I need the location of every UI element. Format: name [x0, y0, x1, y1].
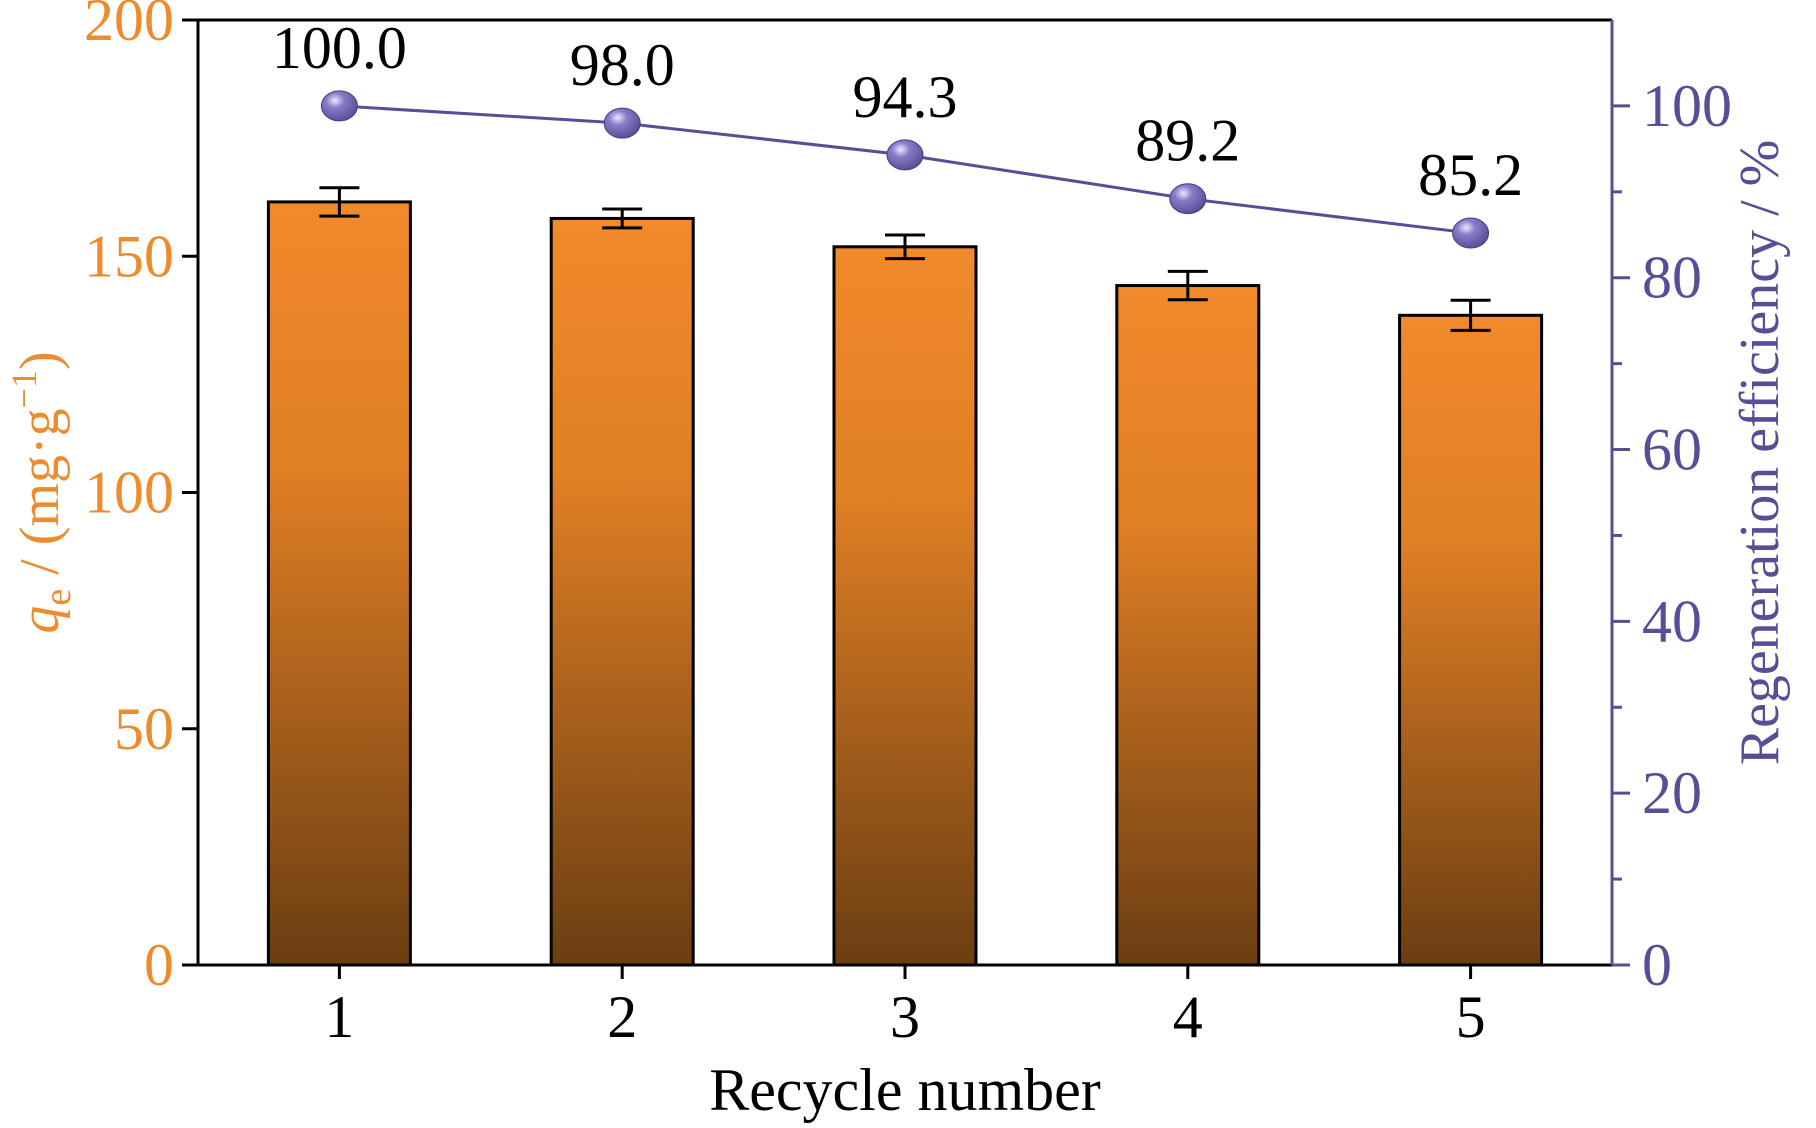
left-y-title-superscript: −1 [4, 370, 44, 408]
bars-layer [266, 200, 1544, 967]
efficiency-marker [886, 139, 924, 171]
labels-layer: 100.0 98.0 94.3 89.2 85.2 1 2 3 4 5 Recycle number… [4, 0, 1791, 1123]
left-y-tick-label: 50 [114, 696, 174, 762]
bar [1398, 313, 1544, 967]
data-label: 98.0 [570, 32, 675, 98]
data-label: 100.0 [272, 15, 407, 81]
left-y-tick-label: 200 [84, 0, 174, 53]
bar [549, 216, 695, 967]
error-bars-layer [319, 186, 1491, 332]
x-tick-label: 3 [890, 984, 920, 1050]
x-tick-label: 5 [1456, 984, 1486, 1050]
efficiency-marker [320, 90, 358, 122]
x-axis-title: Recycle number [709, 1057, 1101, 1123]
bar [832, 245, 978, 967]
left-y-title-text: / (mg·g [9, 408, 71, 588]
data-label: 89.2 [1135, 108, 1240, 174]
left-y-title-symbol: q [9, 606, 71, 634]
left-y-tick-label: 0 [144, 932, 174, 998]
right-y-tick-label: 40 [1642, 588, 1702, 654]
right-y-tick-label: 0 [1642, 932, 1672, 998]
x-tick-label: 1 [324, 984, 354, 1050]
bar [266, 200, 412, 967]
x-tick-label: 4 [1173, 984, 1203, 1050]
axes-layer [182, 18, 1630, 979]
right-y-tick-label: 20 [1642, 760, 1702, 826]
bar [1115, 284, 1261, 967]
efficiency-line-layer [320, 90, 1490, 249]
efficiency-marker [1452, 217, 1490, 249]
right-y-tick-label: 60 [1642, 417, 1702, 483]
left-y-tick-label: 150 [84, 223, 174, 289]
right-y-axis-title: Regeneration efficiency / % [1729, 140, 1791, 766]
data-label: 94.3 [853, 64, 958, 130]
left-y-axis-title: qe / (mg·g−1) [4, 351, 79, 633]
efficiency-marker [1169, 183, 1207, 215]
right-y-tick-label: 80 [1642, 245, 1702, 311]
x-tick-label: 2 [607, 984, 637, 1050]
left-y-title-subscript: e [37, 589, 79, 606]
right-y-tick-label: 100 [1642, 73, 1732, 139]
left-y-tick-label: 100 [84, 460, 174, 526]
efficiency-marker [603, 107, 641, 139]
left-y-title-close: ) [9, 351, 71, 370]
data-label: 85.2 [1418, 142, 1523, 208]
